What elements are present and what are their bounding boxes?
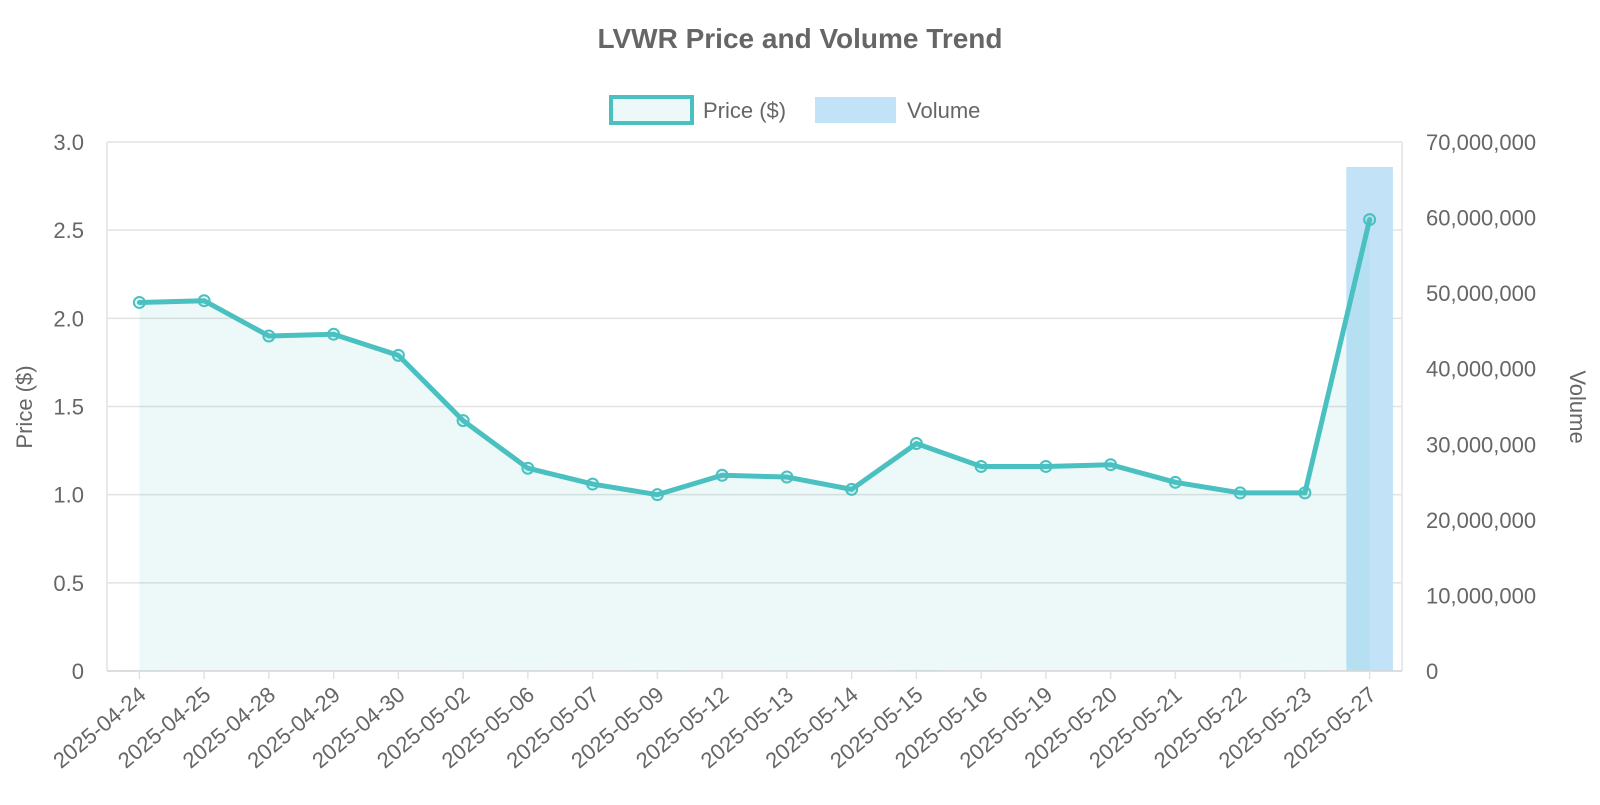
y-left-tick-label: 2.0 — [53, 306, 84, 331]
y-right-tick-label: 30,000,000 — [1426, 432, 1536, 457]
legend-swatch-price — [611, 97, 692, 123]
price-point — [199, 295, 210, 306]
y-right-tick-label: 40,000,000 — [1426, 357, 1536, 382]
price-point — [134, 297, 145, 308]
y-right-tick-label: 50,000,000 — [1426, 281, 1536, 306]
price-point — [263, 330, 274, 341]
y-left-tick-label: 3.0 — [53, 130, 84, 155]
y-right-tick-label: 0 — [1426, 659, 1438, 684]
price-series — [134, 214, 1375, 671]
price-point — [1235, 487, 1246, 498]
price-point — [1299, 487, 1310, 498]
price-point — [1040, 461, 1051, 472]
y-right-axis-label: Volume — [1565, 370, 1590, 443]
price-point — [976, 461, 987, 472]
chart-title: LVWR Price and Volume Trend — [597, 23, 1002, 54]
y-left-tick-label: 1.5 — [53, 395, 84, 420]
y-left-tick-label: 0.5 — [53, 571, 84, 596]
y-right-tick-label: 60,000,000 — [1426, 206, 1536, 231]
legend: Price ($) Volume — [611, 97, 980, 123]
price-area-fill — [139, 220, 1369, 671]
legend-item-price[interactable]: Price ($) — [611, 97, 786, 123]
y-left-tick-label: 2.5 — [53, 218, 84, 243]
legend-label-volume: Volume — [907, 98, 980, 123]
price-point — [1364, 214, 1375, 225]
price-point — [781, 472, 792, 483]
price-point — [652, 489, 663, 500]
legend-label-price: Price ($) — [703, 98, 786, 123]
price-point — [458, 415, 469, 426]
y-left-axis-label: Price ($) — [12, 365, 37, 448]
price-point — [328, 329, 339, 340]
price-point — [717, 470, 728, 481]
price-point — [846, 484, 857, 495]
price-point — [1105, 459, 1116, 470]
y-right-tick-label: 10,000,000 — [1426, 583, 1536, 608]
y-left-tick-label: 0 — [72, 659, 84, 684]
price-point — [522, 463, 533, 474]
legend-swatch-volume — [815, 97, 896, 123]
x-tick-labels: 2025-04-242025-04-252025-04-282025-04-29… — [48, 682, 1381, 773]
y-left-tick-label: 1.0 — [53, 483, 84, 508]
legend-item-volume[interactable]: Volume — [815, 97, 980, 123]
y-right-tick-label: 70,000,000 — [1426, 130, 1536, 155]
y-right-tick-label: 20,000,000 — [1426, 508, 1536, 533]
price-point — [911, 438, 922, 449]
price-point — [1170, 477, 1181, 488]
y-left-tick-labels: 0 0.5 1.0 1.5 2.0 2.5 3.0 — [53, 130, 84, 684]
price-point — [393, 350, 404, 361]
y-right-tick-labels: 0 10,000,000 20,000,000 30,000,000 40,000,00… — [1426, 130, 1536, 684]
price-point — [587, 479, 598, 490]
